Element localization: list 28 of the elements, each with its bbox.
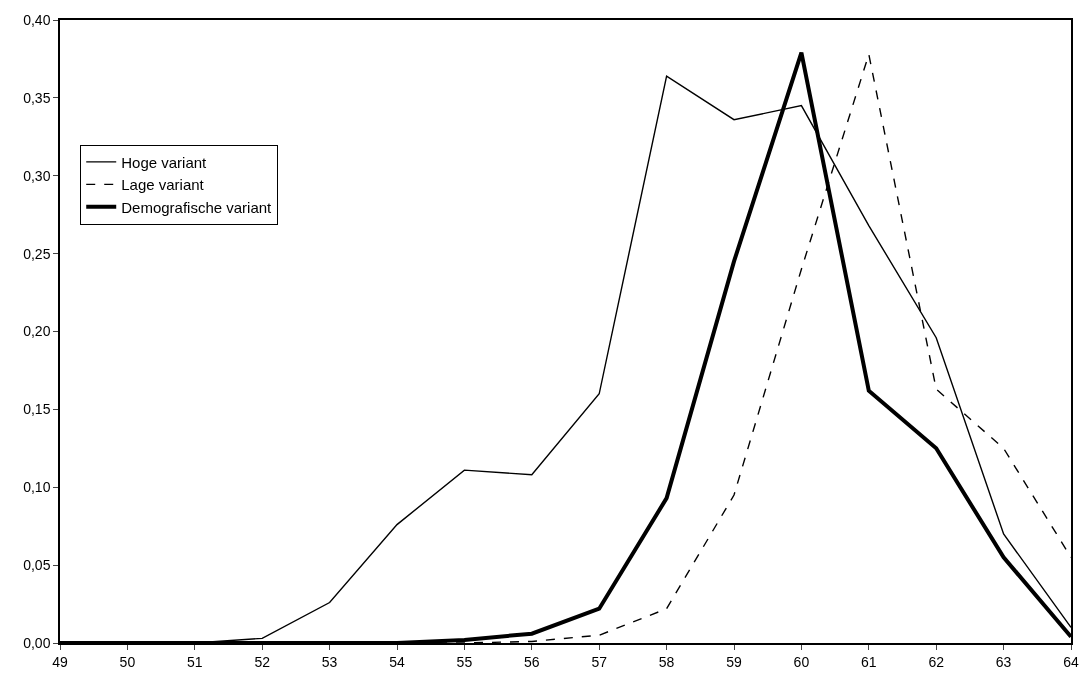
x-tick-label: 62	[928, 653, 945, 670]
x-tick-label: 59	[726, 653, 742, 670]
y-tick-label: 0,20	[23, 323, 51, 340]
legend-label: Hoge variant	[121, 153, 208, 171]
y-tick-label: 0,40	[23, 11, 51, 28]
y-tick-label: 0,25	[23, 245, 51, 262]
x-tick-label: 49	[52, 653, 68, 670]
x-tick-label: 58	[658, 653, 675, 670]
x-tick-label: 64	[1063, 653, 1079, 670]
y-tick-label: 0,00	[23, 634, 51, 651]
x-tick-label: 60	[793, 653, 810, 670]
y-tick-label: 0,15	[23, 401, 51, 418]
x-tick-label: 61	[861, 653, 877, 670]
x-tick-label: 56	[524, 653, 540, 670]
x-tick-label: 52	[254, 653, 271, 670]
legend-label: Demografische variant	[121, 198, 273, 216]
legend-label: Lage variant	[121, 176, 205, 194]
x-tick-label: 50	[119, 653, 136, 670]
x-tick-label: 53	[321, 653, 338, 670]
x-tick-label: 51	[187, 653, 203, 670]
y-tick-label: 0,05	[23, 557, 51, 574]
x-tick-label: 55	[456, 653, 473, 670]
x-tick-label: 63	[995, 653, 1012, 670]
y-tick-label: 0,30	[23, 167, 51, 184]
y-tick-label: 0,35	[23, 89, 51, 106]
x-tick-label: 57	[591, 653, 608, 670]
x-tick-label: 54	[389, 653, 405, 670]
y-tick-label: 0,10	[23, 479, 51, 496]
